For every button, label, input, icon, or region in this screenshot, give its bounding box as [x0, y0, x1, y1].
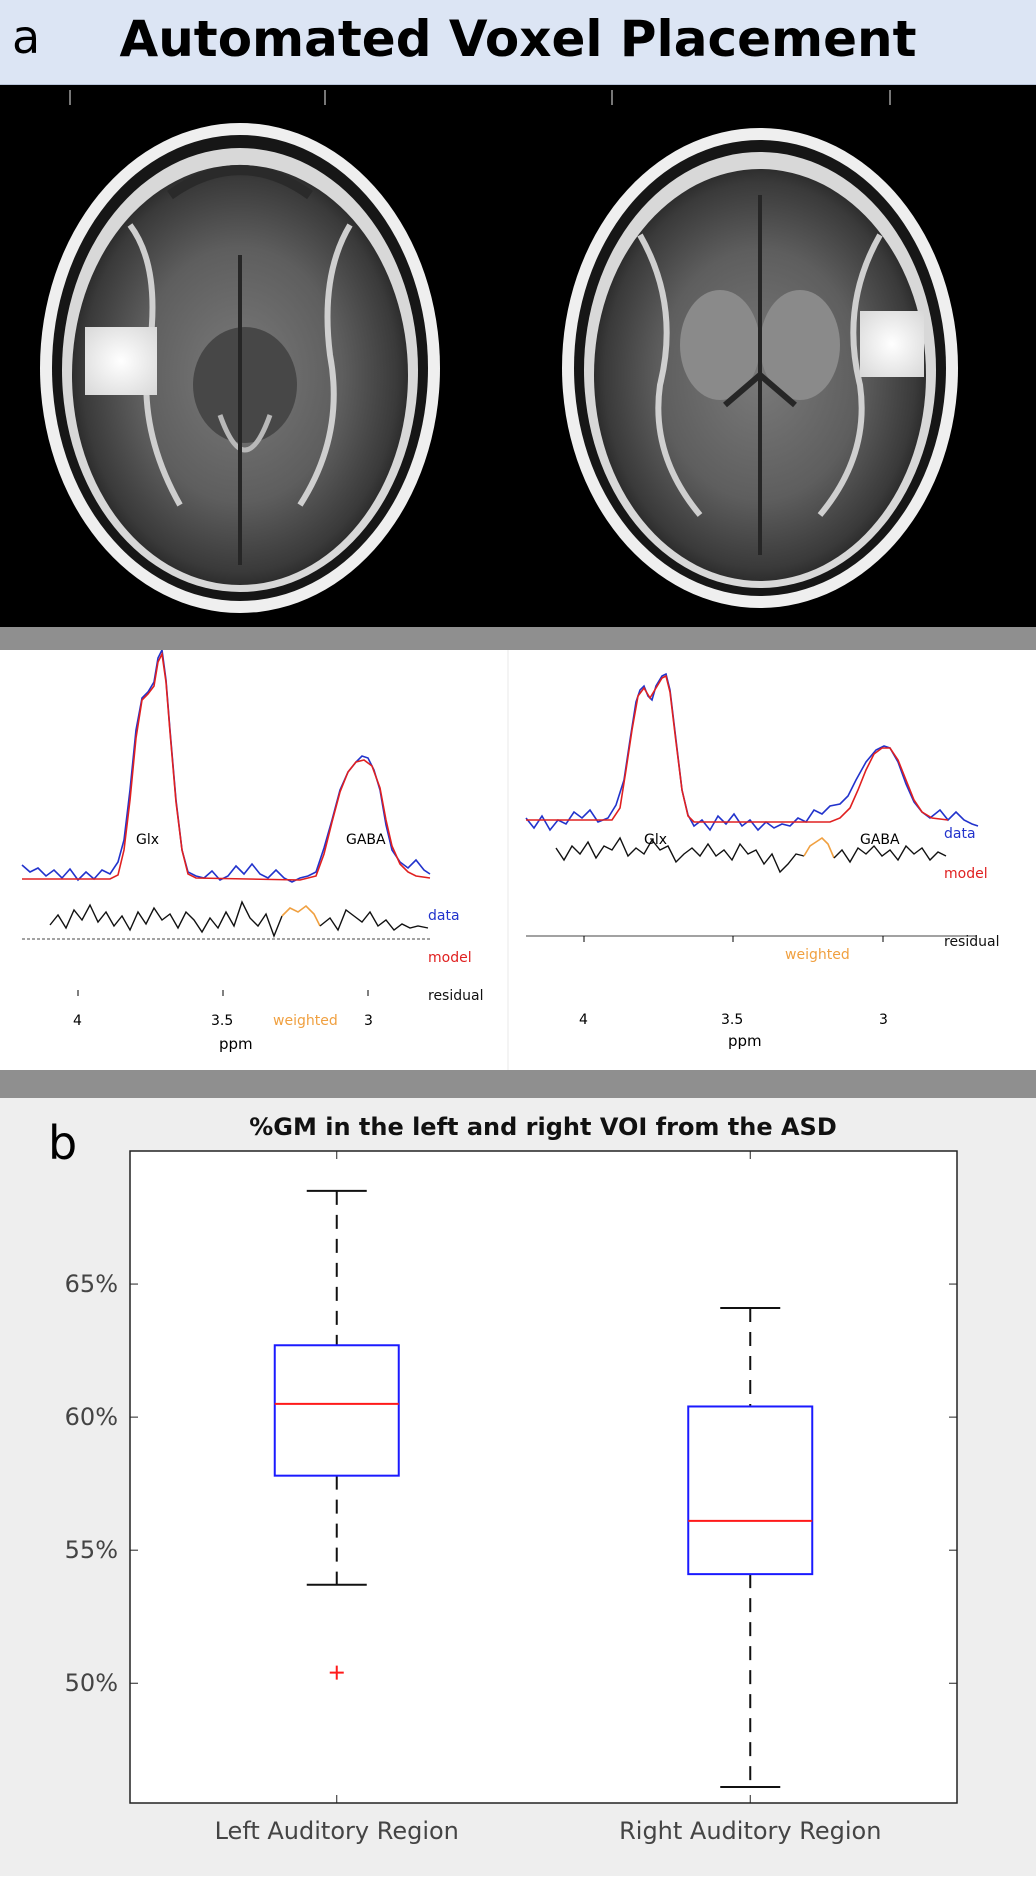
spectrum-right-legend-data: data: [944, 826, 976, 842]
boxplot-chart: %GM in the left and right VOI from the A…: [65, 1113, 958, 1845]
voxel-right: [860, 311, 924, 377]
spectrum-right-residual-tail: [833, 844, 947, 864]
spectra-panel: Glx GABA data model residual weighted 4 …: [0, 647, 1036, 1070]
chart-title: %GM in the left and right VOI from the A…: [249, 1113, 837, 1141]
spectrum-left-xlabel: ppm: [219, 1035, 253, 1053]
mri-left-scan: [40, 90, 440, 613]
y-tick-label: 55%: [65, 1536, 118, 1564]
spectrum-right-xlabel: ppm: [728, 1032, 762, 1050]
spectrum-right-legend-residual: residual: [944, 934, 999, 950]
spectrum-left-residual-line: [49, 900, 283, 938]
boxplot-panel: b %GM in the left and right VOI from the…: [0, 1098, 1036, 1876]
spectrum-right-tick-3: 3: [879, 1012, 888, 1028]
spectrum-right-weighted-line: [803, 836, 835, 859]
spectrum-right-gaba-label: GABA: [860, 832, 900, 848]
y-tick-label: 50%: [65, 1669, 118, 1697]
spectrum-right-legend-model: model: [944, 866, 988, 882]
iqr-box: [273, 1344, 400, 1477]
spectrum-right-tick-3-5: 3.5: [721, 1012, 743, 1028]
spectrum-left-legend-residual: residual: [428, 988, 483, 1004]
spectrum-left-residual-tail: [319, 908, 429, 932]
spectrum-left-legend-weighted: weighted: [273, 1013, 338, 1029]
figure-header: a Automated Voxel Placement: [0, 0, 1036, 85]
spectrum-left-weighted-line: [281, 904, 321, 927]
voxel-left: [85, 327, 157, 395]
spectrum-left-legend-model: model: [428, 950, 472, 966]
spectrum-left-tick-3-5: 3.5: [211, 1013, 233, 1029]
spectrum-right-legend-weighted: weighted: [785, 947, 850, 963]
y-tick-label: 60%: [65, 1403, 118, 1431]
y-tick-label: 65%: [65, 1270, 118, 1298]
spectrum-left-data-line: [21, 647, 431, 883]
spectrum-left-tick-4: 4: [73, 1013, 82, 1029]
box-1: [687, 1307, 814, 1789]
separator-band-2: [0, 1070, 1036, 1098]
spectrum-right-glx-label: Glx: [644, 832, 667, 848]
panel-letter-a: a: [12, 10, 41, 64]
spectrum-left-gaba-label: GABA: [346, 832, 386, 848]
outlier-marker: [329, 1665, 344, 1680]
spectrum-left-glx-label: Glx: [136, 832, 159, 848]
spectrum-left: Glx GABA data model residual weighted 4 …: [21, 647, 483, 1053]
mri-right-scan: [562, 90, 958, 608]
box-0: [273, 1189, 400, 1680]
figure-title: Automated Voxel Placement: [119, 10, 917, 68]
spectrum-right-residual-line: [555, 836, 805, 874]
mri-images-panel: [0, 85, 1036, 627]
spectrum-left-legend-data: data: [428, 908, 460, 924]
x-tick-label: Right Auditory Region: [619, 1817, 881, 1845]
x-tick-label: Left Auditory Region: [215, 1817, 459, 1845]
spectrum-left-model-line: [22, 651, 431, 881]
spectrum-right-tick-4: 4: [579, 1012, 588, 1028]
spectrum-right-data-line: [525, 672, 979, 832]
separator-band: [0, 627, 1036, 650]
panel-letter-b: b: [48, 1116, 78, 1170]
plot-area: [129, 1150, 958, 1804]
spectrum-right: Glx GABA data model residual weighted 4 …: [525, 672, 999, 1050]
spectrum-left-tick-3: 3: [364, 1013, 373, 1029]
spectrum-right-model-line: [526, 674, 949, 823]
iqr-box: [687, 1405, 814, 1576]
